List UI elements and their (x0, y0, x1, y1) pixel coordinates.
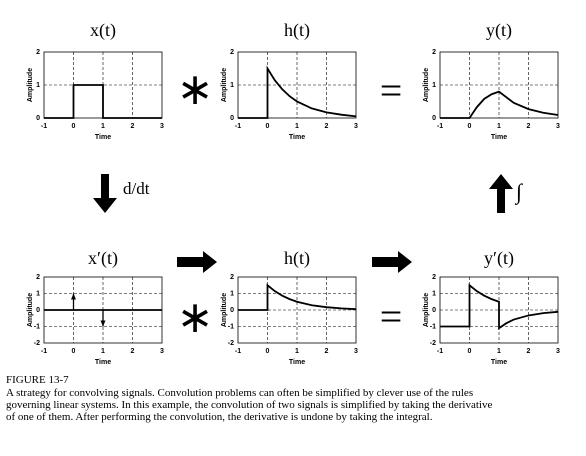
integral-label: ∫ (514, 179, 524, 205)
y-tick-label: -1 (430, 323, 436, 330)
plot-frame (439, 276, 559, 344)
y-tick-label: 2 (230, 49, 234, 56)
x-tick-label: 3 (354, 123, 358, 130)
chart-title: h(t) (284, 248, 310, 269)
y-tick-label: 0 (432, 115, 436, 122)
equals-operator: = (380, 294, 403, 339)
x-axis-label: Time (289, 134, 305, 141)
x-axis-label: Time (95, 134, 111, 141)
y-tick-label: 0 (36, 307, 40, 314)
impulse (100, 310, 106, 327)
chart-title: h(t) (284, 20, 310, 41)
y-axis-label: Amplitude (27, 293, 34, 327)
up-arrow (489, 174, 513, 213)
y-tick-label: -2 (228, 340, 234, 347)
right-arrow (372, 251, 412, 273)
impulse (71, 293, 76, 310)
y-axis-label: Amplitude (423, 293, 430, 327)
x-tick-label: 1 (295, 123, 299, 130)
y-tick-label: 1 (432, 82, 436, 89)
y-tick-label: 1 (230, 290, 234, 297)
x-tick-label: -1 (235, 123, 241, 130)
plot-frame (439, 51, 559, 119)
x-tick-label: -1 (41, 123, 47, 130)
y-tick-label: 2 (230, 274, 234, 281)
x-axis-label: Time (491, 359, 507, 366)
y-tick-label: 0 (36, 115, 40, 122)
x-tick-label: 0 (72, 348, 76, 355)
y-tick-label: -1 (34, 323, 40, 330)
signal-line (440, 90, 559, 119)
signal-line (440, 283, 559, 330)
x-tick-label: 1 (101, 348, 105, 355)
x-tick-label: -1 (437, 348, 443, 355)
x-tick-label: 2 (325, 123, 329, 130)
x-tick-label: 3 (354, 348, 358, 355)
y-tick-label: 0 (230, 307, 234, 314)
y-tick-label: 1 (230, 82, 234, 89)
caption-line: of one of them. After performing the con… (6, 411, 433, 423)
x-tick-label: -1 (235, 348, 241, 355)
y-tick-label: -2 (34, 340, 40, 347)
x-axis-label: Time (289, 359, 305, 366)
caption-label: FIGURE 13-7 (6, 374, 69, 386)
y-tick-label: 1 (432, 290, 436, 297)
x-tick-label: 3 (556, 348, 560, 355)
y-tick-label: 1 (36, 82, 40, 89)
y-tick-label: 2 (432, 274, 436, 281)
x-tick-label: 1 (295, 348, 299, 355)
chart-title: y(t) (486, 20, 512, 41)
x-tick-label: 0 (266, 123, 270, 130)
y-tick-label: 1 (36, 290, 40, 297)
derivative-label: d/dt (123, 179, 150, 198)
x-tick-label: 0 (468, 348, 472, 355)
x-tick-label: 3 (160, 348, 164, 355)
y-axis-label: Amplitude (423, 68, 430, 102)
y-tick-label: 2 (36, 49, 40, 56)
y-tick-label: 2 (432, 49, 436, 56)
x-tick-label: 3 (160, 123, 164, 130)
x-tick-label: 2 (527, 348, 531, 355)
x-tick-label: 3 (556, 123, 560, 130)
x-tick-label: 1 (497, 348, 501, 355)
x-tick-label: 0 (266, 348, 270, 355)
x-tick-label: 2 (527, 123, 531, 130)
chart-title: x(t) (90, 20, 116, 41)
x-axis-label: Time (491, 134, 507, 141)
x-tick-label: 2 (131, 348, 135, 355)
caption-line: governing linear systems. In this exampl… (6, 399, 492, 411)
chart-title: x′(t) (88, 248, 118, 269)
y-axis-label: Amplitude (221, 68, 228, 102)
y-axis-label: Amplitude (221, 293, 228, 327)
right-arrow (177, 251, 217, 273)
equals-operator: = (380, 68, 403, 113)
y-tick-label: 0 (230, 115, 234, 122)
x-tick-label: 1 (497, 123, 501, 130)
convolve-operator: ∗ (177, 293, 214, 342)
convolve-operator: ∗ (177, 65, 214, 114)
y-tick-label: 0 (432, 307, 436, 314)
x-tick-label: 0 (72, 123, 76, 130)
plot-frame (237, 51, 357, 119)
x-tick-label: -1 (41, 348, 47, 355)
chart-title: y′(t) (484, 248, 514, 269)
x-tick-label: 2 (325, 348, 329, 355)
x-tick-label: 1 (101, 123, 105, 130)
y-tick-label: -2 (430, 340, 436, 347)
x-tick-label: 0 (468, 123, 472, 130)
caption-line: A strategy for convolving signals. Convo… (6, 387, 473, 399)
signal-line (238, 65, 357, 119)
signal-line (238, 283, 357, 311)
x-axis-label: Time (95, 359, 111, 366)
y-axis-label: Amplitude (27, 68, 34, 102)
x-tick-label: 2 (131, 123, 135, 130)
x-tick-label: -1 (437, 123, 443, 130)
y-tick-label: 2 (36, 274, 40, 281)
y-tick-label: -1 (228, 323, 234, 330)
signal-line (44, 84, 162, 119)
down-arrow (93, 174, 117, 213)
